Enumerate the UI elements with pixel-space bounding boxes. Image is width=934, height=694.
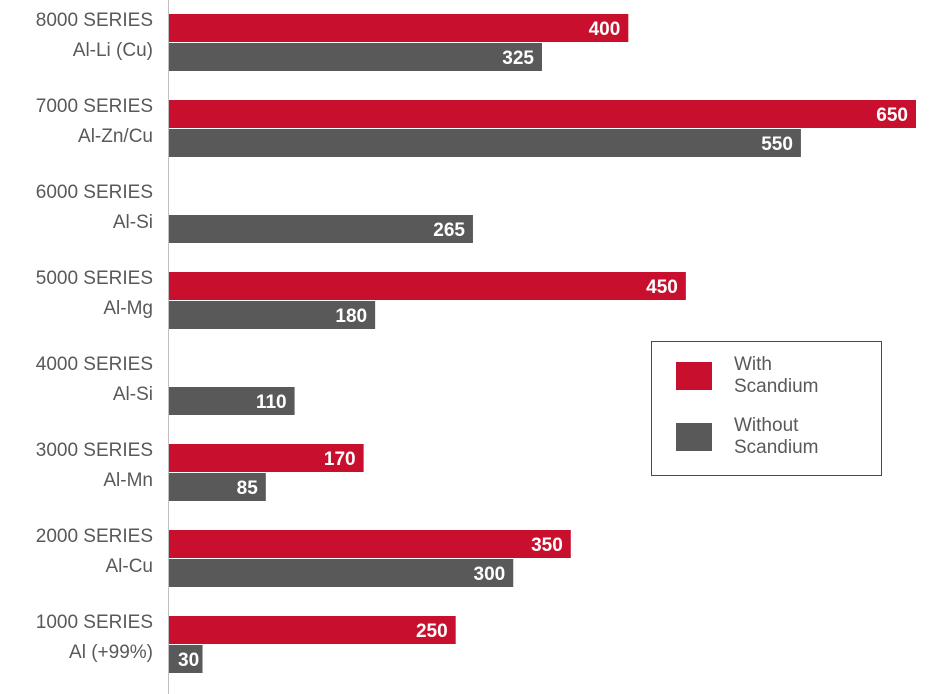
category-alloy-name: Al-Cu — [105, 556, 153, 577]
category-label: 7000 SERIES Al-Zn/Cu — [36, 96, 153, 147]
category-series-name: 6000 SERIES — [36, 182, 153, 203]
category-series-name: 3000 SERIES — [36, 440, 153, 461]
bar-with-scandium — [168, 530, 571, 558]
category-series-name: 2000 SERIES — [36, 526, 153, 547]
data-label: 650 — [876, 105, 908, 126]
category-label: 4000 SERIES Al-Si — [36, 354, 153, 405]
data-label: 265 — [433, 220, 465, 241]
legend-label-without-scandium: Without Scandium — [734, 415, 854, 459]
data-label: 85 — [237, 478, 259, 499]
data-label: 30 — [178, 650, 199, 671]
bar-without-scandium — [168, 301, 376, 329]
category-series-name: 1000 SERIES — [36, 612, 153, 633]
category-label: 5000 SERIES Al-Mg — [36, 268, 153, 319]
category-label: 8000 SERIES Al-Li (Cu) — [36, 10, 153, 61]
category-label: 6000 SERIES Al-Si — [36, 182, 153, 233]
category-alloy-name: Al-Mn — [103, 470, 153, 491]
category-alloy-name: Al-Si — [113, 212, 153, 233]
legend-swatch-gray — [676, 423, 712, 451]
data-label: 170 — [324, 449, 356, 470]
category-label: 1000 SERIES Al (+99%) — [36, 612, 153, 663]
category-alloy-name: Al (+99%) — [69, 642, 153, 663]
bar-without-scandium — [168, 215, 473, 243]
data-label: 180 — [335, 306, 367, 327]
category-alloy-name: Al-Mg — [103, 298, 153, 319]
category-label: 2000 SERIES Al-Cu — [36, 526, 153, 577]
data-label: 325 — [502, 48, 534, 69]
data-label: 300 — [474, 564, 506, 585]
category-label: 3000 SERIES Al-Mn — [36, 440, 153, 491]
legend-item-without-scandium: Without Scandium — [676, 415, 854, 459]
bar-with-scandium — [168, 616, 456, 644]
legend-without-line1: Without — [734, 415, 799, 436]
bar-with-scandium — [168, 14, 629, 42]
category-series-name: 5000 SERIES — [36, 268, 153, 289]
category-series-name: 7000 SERIES — [36, 96, 153, 117]
bar-without-scandium — [168, 473, 266, 501]
legend-with-line2: Scandium — [734, 376, 819, 397]
category-alloy-name: Al-Zn/Cu — [78, 126, 153, 147]
legend: With Scandium Without Scandium — [651, 341, 882, 476]
bar-with-scandium — [168, 100, 916, 128]
bar-without-scandium — [168, 387, 295, 415]
bar-without-scandium — [168, 559, 514, 587]
bar-without-scandium — [168, 645, 203, 673]
data-label: 250 — [416, 621, 448, 642]
category-series-name: 4000 SERIES — [36, 354, 153, 375]
legend-item-with-scandium: With Scandium — [676, 354, 854, 398]
category-series-name: 8000 SERIES — [36, 10, 153, 31]
legend-without-line2: Scandium — [734, 437, 819, 458]
bar-with-scandium — [168, 272, 686, 300]
bar-without-scandium — [168, 43, 542, 71]
legend-with-line1: With — [734, 354, 772, 375]
data-label: 350 — [531, 535, 563, 556]
category-alloy-name: Al-Si — [113, 384, 153, 405]
bar-with-scandium — [168, 444, 364, 472]
data-label: 550 — [761, 134, 793, 155]
data-label: 450 — [646, 277, 678, 298]
legend-label-with-scandium: With Scandium — [734, 354, 854, 398]
data-label: 400 — [589, 19, 621, 40]
category-alloy-name: Al-Li (Cu) — [73, 40, 153, 61]
legend-swatch-red — [676, 362, 712, 390]
bar-without-scandium — [168, 129, 801, 157]
data-label: 110 — [256, 392, 287, 413]
